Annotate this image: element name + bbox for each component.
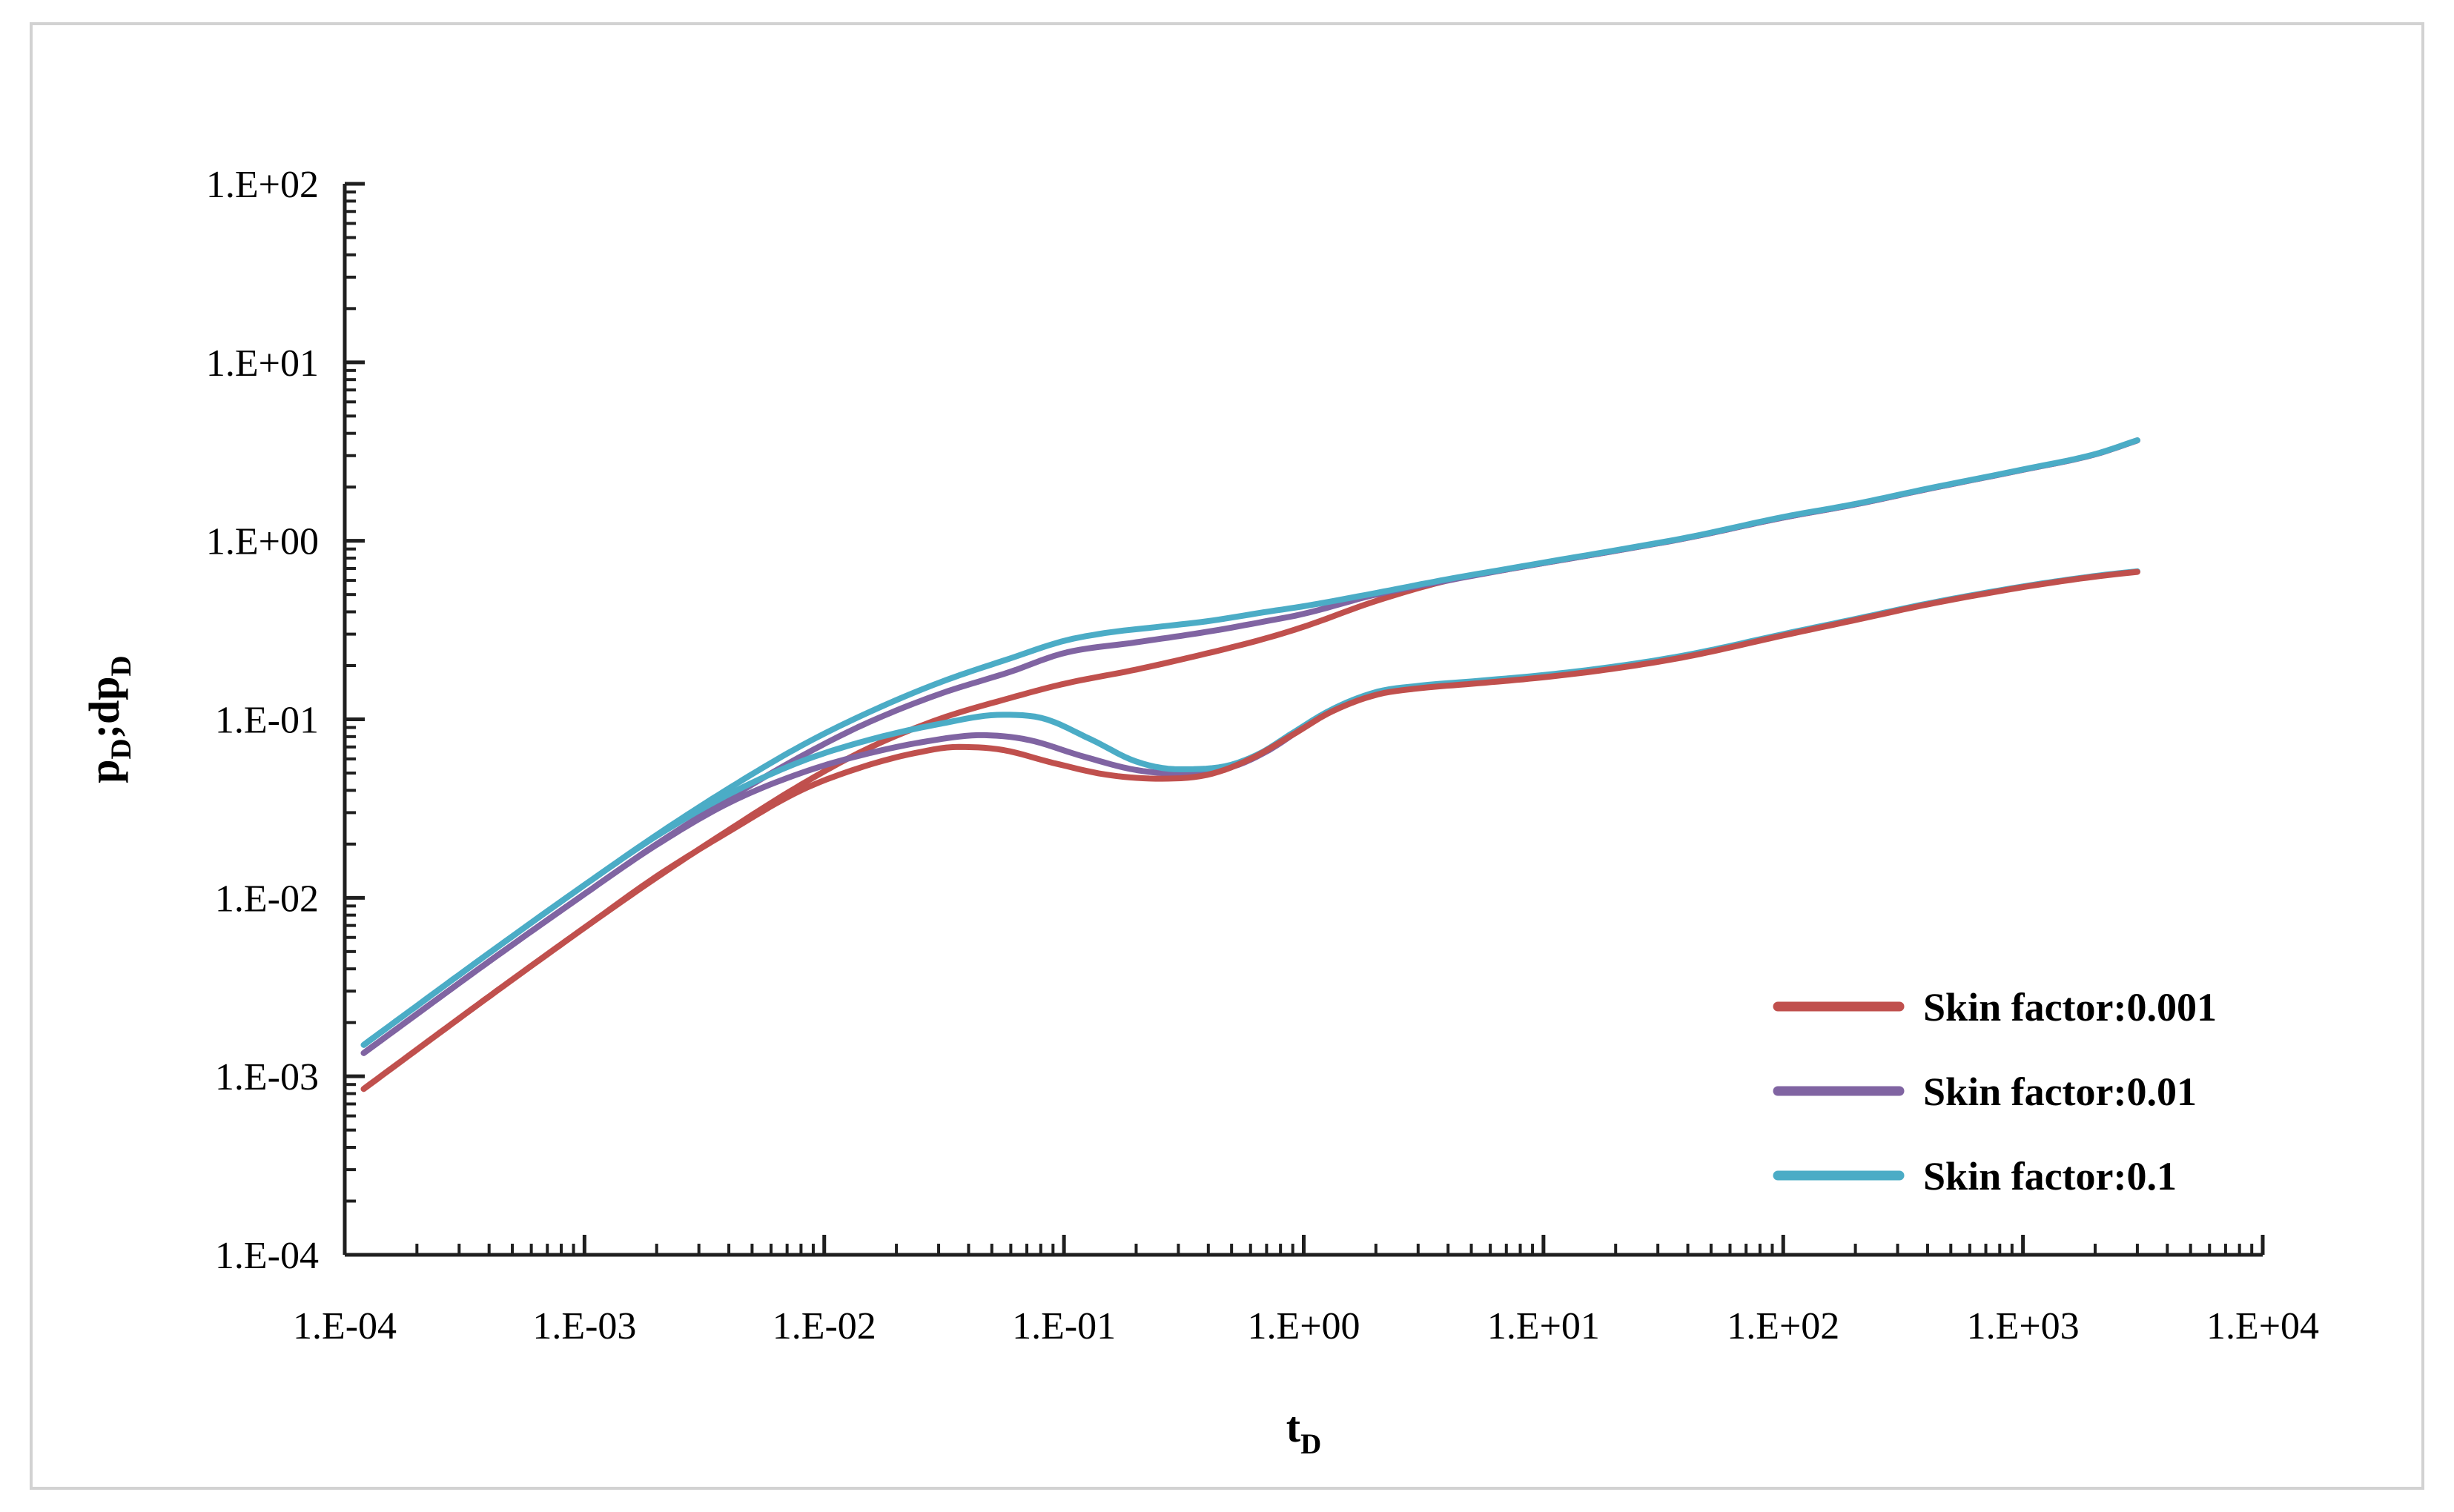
legend-label: Skin factor:0.1 — [1923, 1154, 2177, 1198]
x-tick-label: 1.E+01 — [1487, 1305, 1600, 1347]
x-tick-label: 1.E+00 — [1247, 1305, 1360, 1347]
chart-frame — [30, 22, 2424, 1490]
legend-entry: Skin factor:0.01 — [1773, 1070, 2197, 1114]
y-tick-label: 1.E+01 — [206, 342, 319, 385]
y-tick-label: 1.E+00 — [206, 521, 319, 563]
x-axis-ticks: 1.E-04 1.E-03 1.E-02 1.E-01 1.E+00 1.E+01 1.E+… — [293, 1235, 2319, 1347]
x-tick-label: 1.E-02 — [773, 1305, 876, 1347]
legend-entry: Skin factor:0.1 — [1773, 1154, 2177, 1198]
x-axis-title: tD — [1286, 1403, 1322, 1460]
series-curves — [360, 437, 2140, 1092]
legend: Skin factor:0.001 Skin factor:0.01 Skin fa… — [1773, 985, 2217, 1198]
y-tick-label: 1.E-01 — [215, 700, 319, 742]
y-axis-title: pD;dpD — [80, 655, 137, 783]
x-tick-label: 1.E+04 — [2206, 1305, 2319, 1347]
y-tick-label: 1.E-03 — [215, 1056, 319, 1098]
legend-entry: Skin factor:0.001 — [1773, 985, 2217, 1029]
y-tick-label: 1.E+02 — [206, 164, 319, 206]
y-axis-ticks: 1.E-04 1.E-03 1.E-02 1.E-01 1.E+00 1.E+01 1.E+… — [206, 164, 365, 1277]
x-tick-label: 1.E+02 — [1727, 1305, 1839, 1347]
y-tick-label: 1.E-02 — [215, 878, 319, 920]
y-tick-label: 1.E-04 — [215, 1235, 319, 1277]
x-tick-label: 1.E-04 — [293, 1305, 397, 1347]
x-tick-label: 1.E-01 — [1012, 1305, 1116, 1347]
legend-label: Skin factor:0.001 — [1923, 985, 2217, 1029]
series-line-derivative-skin-0.001 — [360, 568, 2140, 1092]
x-tick-label: 1.E+03 — [1967, 1305, 2080, 1347]
x-tick-label: 1.E-03 — [532, 1305, 636, 1347]
legend-label: Skin factor:0.01 — [1923, 1070, 2197, 1114]
